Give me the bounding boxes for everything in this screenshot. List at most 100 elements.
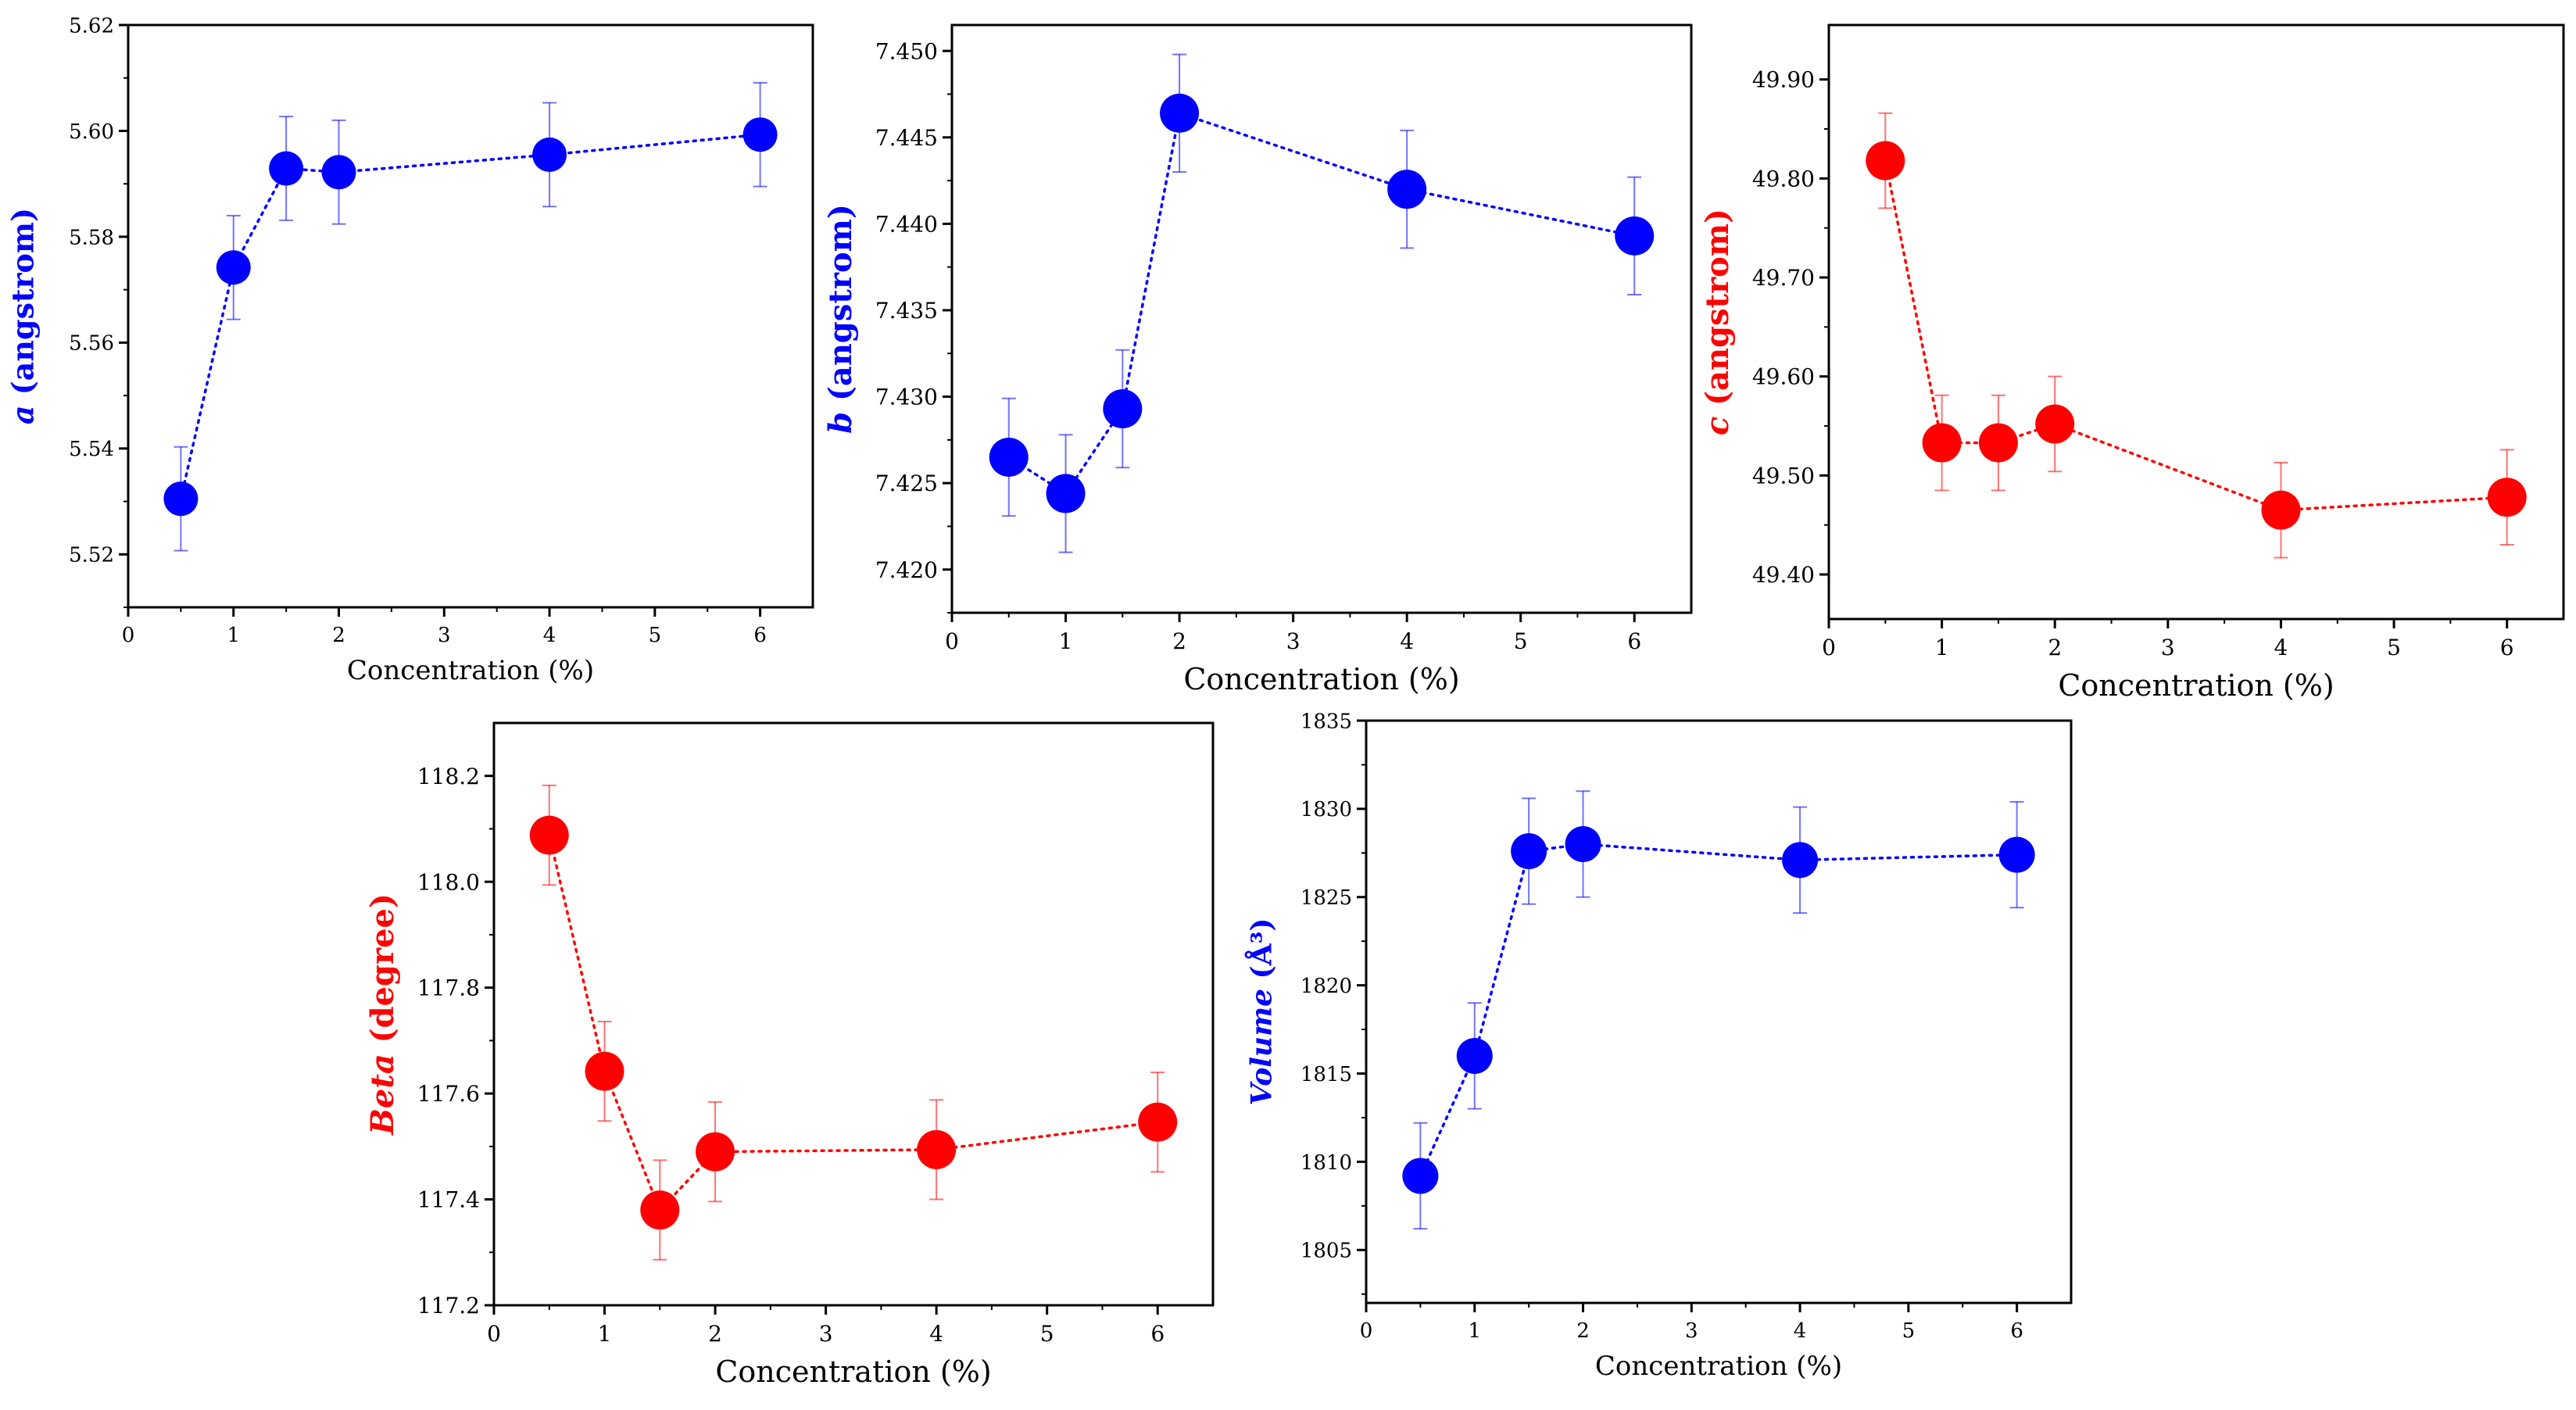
series-line [548,833,1159,1213]
x-axis-label: Concentration (%) [1595,1351,1842,1382]
x-tick-label: 0 [122,624,135,647]
y-tick-label: 5.60 [69,120,114,144]
x-tick-label: 0 [945,628,959,654]
data-point [1782,842,1819,879]
y-tick-label: 118.2 [417,764,480,789]
data-point [917,1129,957,1169]
data-point [1998,836,2035,873]
y-tick-label: 49.70 [1752,265,1815,291]
y-axis-label-variable: a [5,405,40,424]
x-tick-label: 2 [332,624,345,647]
data-point [640,1190,680,1230]
y-tick-label: 117.6 [417,1081,480,1107]
y-axis-label-variable: b [822,412,859,434]
panel-b-lattice: 7.420 7.425 7.430 7.435 7.440 7.445 7.450 0 1 2 3 4… [822,23,1693,696]
x-tick-label: 4 [1400,628,1414,654]
y-tick-label: 7.435 [875,298,938,324]
panel-a-lattice: 5.52 5.54 5.56 5.58 5.60 5.62 0 1 2 3 4 5 6 Concentra… [5,14,814,686]
series-line [1419,843,2019,1178]
y-tick-label: 49.90 [1752,67,1815,93]
x-tick-label: 3 [2161,635,2175,660]
data-point [2487,478,2527,517]
y-tick-label: 5.58 [69,226,114,249]
data-point [269,151,304,186]
data-point [1103,389,1143,429]
y-axis-label-unit: (Å³) [1245,918,1278,989]
panel-beta-angle: 117.2 117.4 117.6 117.8 118.0 118.2 0 1 2 3 4 5 6 Con… [364,721,1215,1389]
series-line [1007,111,1636,496]
plot-frame [492,721,1215,1307]
y-axis-label-variable: Beta [364,1054,401,1136]
panel-volume: 1805 1810 1815 1820 1825 1830 1835 0 1 2 3 4 5 6 Conce… [1245,710,2073,1382]
y-tick-label: 1830 [1301,798,1352,821]
x-axis-label: Concentration (%) [2058,668,2334,703]
y-axis-label-variable: c [1699,417,1736,435]
y-axis-label: a (angstrom) [5,208,40,424]
x-tick-label: 1 [1468,1319,1481,1343]
data-point [1615,216,1655,256]
y-axis-label: b (angstrom) [822,204,859,434]
data-point [1922,423,1962,463]
x-tick-label: 6 [2010,1319,2023,1343]
x-tick-label: 1 [1935,635,1949,660]
x-tick-label: 1 [598,1321,612,1347]
y-tick-label: 1815 [1301,1063,1352,1086]
y-tick-label: 5.52 [69,544,114,567]
data-point [1160,93,1200,133]
x-axis-label: Concentration (%) [347,655,594,686]
x-tick-label: 5 [649,624,662,647]
data-point [1387,170,1427,209]
x-tick-label: 6 [1627,628,1641,654]
y-tick-label: 1820 [1301,975,1352,998]
x-tick-label: 5 [1902,1319,1916,1343]
x-tick-label: 5 [1514,628,1528,654]
panel-c-lattice: 49.40 49.50 49.60 49.70 49.80 49.90 0 1 2 3 4 5 6 Con… [1699,23,2565,703]
x-tick-label: 1 [227,624,240,647]
plot-frame [950,23,1693,614]
y-axis-label-unit: (angstrom) [1699,209,1736,417]
data-point [321,155,356,190]
series-line [179,133,762,500]
y-tick-label: 7.445 [875,125,938,151]
x-tick-label: 2 [1576,1319,1590,1343]
y-tick-label: 5.62 [69,14,114,38]
x-tick-label: 6 [753,624,767,647]
y-tick-label: 49.60 [1752,364,1815,390]
y-axis-label-unit: (angstrom) [822,204,859,412]
y-tick-label: 7.440 [875,211,938,237]
x-tick-label: 3 [1286,628,1301,654]
x-tick-label: 6 [2500,635,2514,660]
x-tick-label: 1 [1059,628,1073,654]
data-point [696,1132,735,1172]
y-axis-label-unit: (angstrom) [5,208,40,406]
y-tick-label: 5.56 [69,332,114,356]
y-tick-label: 7.420 [875,557,938,583]
y-axis-label-unit: (degree) [364,893,401,1054]
x-axis-label: Concentration (%) [715,1355,991,1389]
y-tick-label: 1825 [1301,886,1352,910]
y-tick-label: 49.80 [1752,166,1815,191]
data-point [1565,826,1601,863]
x-tick-label: 5 [2387,635,2401,660]
x-tick-label: 6 [1150,1321,1165,1347]
data-point [1511,833,1547,870]
y-axis-label-variable: Volume [1245,989,1278,1105]
y-tick-label: 7.450 [875,38,938,64]
data-point [2035,404,2075,444]
data-point [1866,141,1905,181]
x-tick-label: 0 [1822,635,1836,660]
plot-frame [1365,719,2073,1304]
x-tick-label: 3 [1685,1319,1698,1343]
data-point [163,481,199,517]
data-point [2261,490,2301,530]
data-point [529,815,569,855]
x-tick-label: 4 [2274,635,2288,660]
x-tick-label: 4 [543,624,556,647]
x-tick-label: 2 [2048,635,2062,660]
x-tick-label: 3 [819,1321,833,1347]
y-tick-label: 7.425 [875,471,938,496]
y-tick-label: 5.54 [69,438,114,461]
x-tick-label: 2 [1172,628,1186,654]
x-tick-label: 2 [708,1321,722,1347]
